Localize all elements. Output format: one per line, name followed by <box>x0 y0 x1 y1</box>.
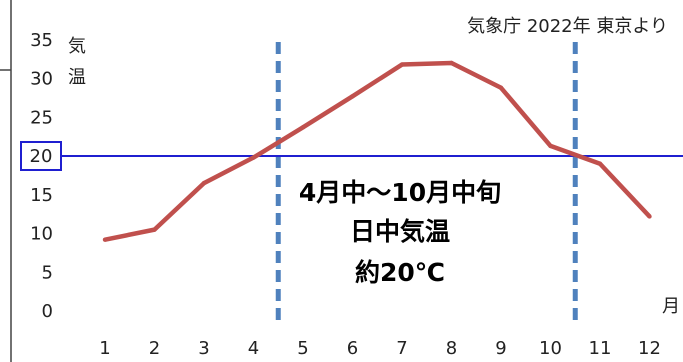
x-tick-label: 7 <box>396 338 407 359</box>
data-point <box>350 94 355 99</box>
annotation-line-2: 日中気温 <box>350 217 450 246</box>
x-tick-label: 11 <box>589 338 612 359</box>
data-point <box>647 214 652 219</box>
data-point <box>102 237 108 242</box>
data-point <box>449 60 454 66</box>
x-tick-label: 1 <box>99 338 110 359</box>
data-point <box>300 125 306 130</box>
series-line <box>104 60 652 242</box>
reference-label: 20 <box>30 146 53 167</box>
data-point <box>498 85 504 91</box>
y-tick-label: 25 <box>30 107 53 128</box>
data-point <box>152 227 157 232</box>
y-axis-label-char: 温 <box>68 67 86 88</box>
x-tick-label: 3 <box>198 338 209 359</box>
reference-label-box <box>20 141 62 171</box>
data-point <box>548 143 553 149</box>
annotation-line-3: 約20℃ <box>355 258 445 287</box>
x-tick-label: 4 <box>248 338 259 359</box>
x-tick-label: 8 <box>446 338 457 359</box>
y-tick-label: 15 <box>30 185 53 206</box>
x-tick-label: 9 <box>495 338 506 359</box>
y-tick-label: 30 <box>30 69 53 90</box>
x-unit-label: 月 <box>662 296 680 317</box>
y-tick-label: 0 <box>42 301 53 322</box>
data-point <box>597 161 603 166</box>
x-tick-label: 2 <box>149 338 160 359</box>
y-axis-label-char: 気 <box>68 36 86 57</box>
y-tick-label: 5 <box>42 262 53 283</box>
x-tick-label: 12 <box>638 338 661 359</box>
source-note: 気象庁 2022年 東京より <box>467 16 668 37</box>
data-point <box>251 155 256 160</box>
y-tick-label: 35 <box>30 30 53 51</box>
annotation-line-1: 4月中～10月中旬 <box>299 178 501 207</box>
data-point <box>201 180 207 186</box>
x-tick-label: 6 <box>347 338 358 359</box>
x-tick-label: 10 <box>539 338 562 359</box>
y-axis-label: 気温 <box>68 36 86 88</box>
x-tick-label: 5 <box>297 338 308 359</box>
data-point <box>399 62 405 67</box>
y-tick-label: 10 <box>30 224 53 245</box>
